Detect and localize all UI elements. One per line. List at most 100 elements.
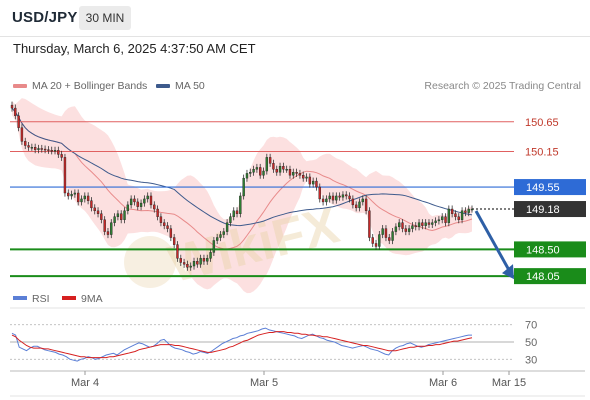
x-tick-label: Mar 15	[492, 377, 526, 389]
ma50-line	[11, 107, 473, 227]
candle-body	[77, 192, 80, 203]
bollinger-band	[12, 98, 472, 294]
candle-body	[27, 145, 30, 148]
candle-body	[123, 210, 126, 220]
research-credit: Research © 2025 Trading Central	[424, 80, 581, 92]
rsi-ma-line	[11, 331, 473, 359]
candle-body	[212, 240, 216, 253]
candle-body	[222, 231, 225, 235]
candle-body	[242, 177, 245, 197]
candle-body	[374, 243, 378, 247]
candle-body	[262, 170, 265, 176]
candle-body	[252, 169, 255, 173]
candle-body	[20, 127, 24, 142]
candle-body	[414, 225, 417, 228]
candle-body	[206, 258, 209, 262]
candle-body	[96, 210, 100, 214]
x-tick-label: Mar 4	[71, 377, 99, 389]
candle-body	[411, 225, 414, 229]
candle-body	[315, 180, 318, 188]
rsi-ma-legend-label: 9MA	[81, 293, 103, 305]
candle-body	[424, 222, 427, 226]
candle-body	[202, 258, 206, 262]
resistance-label: 150.65	[525, 117, 559, 129]
candle-body	[305, 176, 308, 179]
pivot-label-box	[514, 179, 586, 196]
candle-body	[47, 149, 50, 151]
candle-body	[354, 204, 358, 209]
candle-body	[311, 180, 315, 185]
candle-body	[83, 195, 86, 200]
candle-body	[447, 208, 451, 223]
candle-body	[368, 210, 371, 238]
candle-body	[249, 172, 252, 174]
ma50-swatch	[156, 84, 170, 89]
candle-body	[182, 262, 186, 265]
candle-body	[341, 194, 345, 198]
candle-body	[421, 222, 424, 226]
candle-body	[106, 231, 110, 235]
forecast-arrow-line	[474, 210, 511, 271]
candle-body	[192, 261, 196, 267]
candle-body	[272, 163, 275, 170]
rsi-tick-label: 70	[525, 320, 537, 332]
candle-body	[156, 208, 159, 217]
candle-body	[460, 210, 464, 220]
rsi-line	[11, 327, 472, 362]
candle-body	[10, 104, 14, 109]
candle-body	[30, 147, 34, 149]
candle-body	[407, 228, 411, 232]
rsi-tick-label: 50	[525, 337, 537, 349]
candle-body	[179, 258, 182, 263]
candle-body	[136, 201, 139, 207]
forecast-arrow-head-icon	[502, 264, 514, 280]
candle-body	[143, 198, 146, 204]
candle-body	[454, 213, 457, 217]
candle-body	[14, 107, 17, 117]
pivot-label: 149.55	[526, 182, 560, 194]
ma20-legend-label: MA 20 + Bollinger Bands	[32, 80, 148, 92]
candle-body	[176, 244, 179, 259]
candle-body	[103, 219, 106, 232]
candle-body	[378, 234, 381, 247]
candle-body	[404, 228, 407, 232]
interval-button[interactable]: 30 MIN	[79, 6, 131, 30]
support-label: 148.05	[526, 271, 560, 283]
ma20-swatch	[13, 84, 27, 89]
candle-body	[285, 169, 288, 171]
candle-body	[331, 195, 335, 201]
candle-body	[255, 167, 259, 170]
candle-body	[464, 210, 467, 213]
candle-body	[318, 186, 321, 200]
candle-body	[133, 198, 136, 203]
candle-body	[384, 228, 388, 238]
candle-body	[90, 200, 93, 209]
resistance-label: 150.15	[525, 146, 559, 158]
candle-body	[345, 194, 348, 197]
candle-body	[434, 220, 437, 223]
candle-body	[24, 141, 27, 146]
candle-body	[381, 228, 384, 235]
candle-body	[110, 222, 113, 235]
support-label-box	[514, 268, 586, 285]
watermark-logo-icon	[124, 236, 176, 288]
candle-body	[100, 213, 103, 220]
candle-body	[325, 198, 328, 203]
candle-body	[282, 166, 285, 170]
candle-body	[33, 147, 37, 150]
candle-body	[120, 213, 123, 220]
candle-body	[149, 195, 153, 206]
candle-body	[398, 222, 401, 228]
candle-body	[186, 264, 189, 268]
candle-body	[40, 148, 43, 150]
x-tick-label: Mar 5	[250, 377, 278, 389]
candle-body	[467, 208, 470, 213]
candle-body	[80, 198, 83, 203]
candle-body	[335, 195, 338, 201]
support-label-box	[514, 241, 586, 258]
candle-body	[17, 115, 20, 128]
candle-body	[321, 198, 325, 203]
rsi-legend-swatch	[13, 296, 27, 300]
header-bar: USD/JPY 30 MIN	[0, 0, 590, 37]
